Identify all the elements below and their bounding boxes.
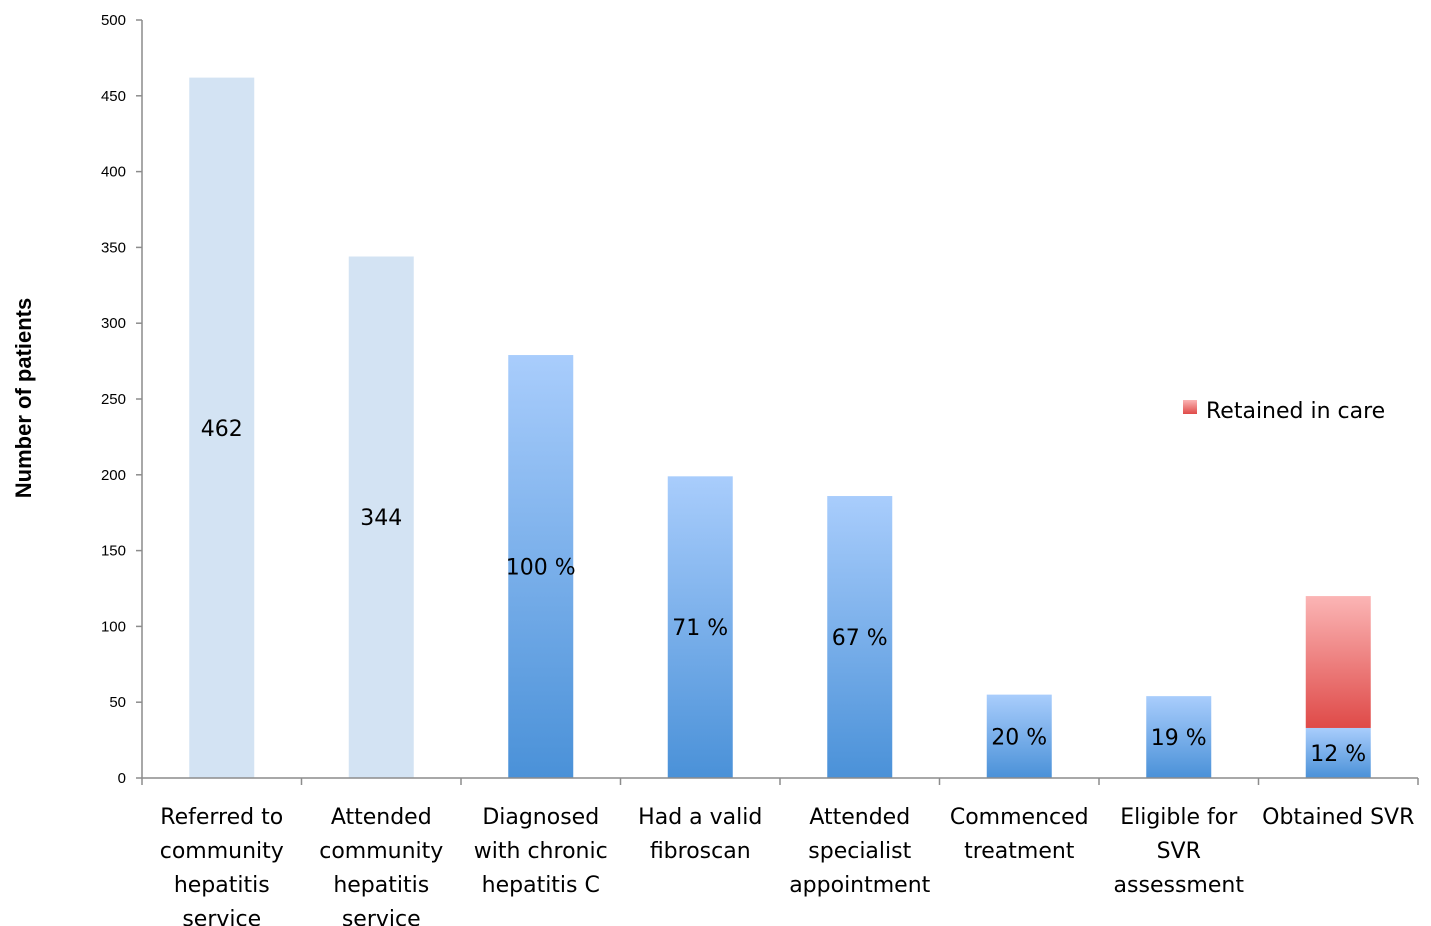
category-labels: Referred to community hepatitis service Atte… bbox=[160, 805, 1415, 926]
bar-value-label: 19 % bbox=[1151, 726, 1207, 751]
bar-value-label: 20 % bbox=[991, 725, 1047, 750]
bars bbox=[189, 77, 1371, 779]
legend: Retained in care bbox=[1183, 399, 1385, 424]
bar-value-label: 12 % bbox=[1310, 742, 1366, 767]
bar bbox=[1146, 696, 1212, 778]
bar-value-label: 67 % bbox=[832, 626, 888, 651]
y-tick-label: 400 bbox=[101, 164, 126, 181]
legend-label: Retained in care bbox=[1206, 399, 1385, 424]
x-tick-label: Referred to community hepatitis service bbox=[160, 805, 284, 926]
y-tick-label: 150 bbox=[101, 543, 126, 560]
x-tick-label: Obtained SVR bbox=[1262, 805, 1414, 830]
bar-retained-in-care bbox=[1305, 596, 1371, 728]
legend-swatch bbox=[1183, 400, 1197, 414]
y-tick-label: 50 bbox=[109, 694, 126, 711]
y-tick-label: 0 bbox=[118, 770, 126, 787]
bar-value-label: 344 bbox=[360, 506, 402, 531]
bar bbox=[189, 77, 255, 778]
x-tick-label: Had a valid fibroscan bbox=[638, 805, 762, 864]
bar bbox=[1305, 727, 1371, 778]
bar-value-label: 100 % bbox=[506, 556, 576, 581]
bar bbox=[986, 694, 1052, 778]
x-tick-label: Eligible for SVR assessment bbox=[1114, 805, 1245, 898]
y-tick-label: 350 bbox=[101, 239, 126, 256]
y-tick-label: 450 bbox=[101, 88, 126, 105]
axes: 0 50 100 150 200 250 300 350 400 450 500 bbox=[101, 12, 1419, 787]
y-tick-label: 500 bbox=[101, 12, 126, 29]
bar-value-label: 71 % bbox=[672, 616, 728, 641]
bar-value-label: 462 bbox=[201, 417, 243, 442]
x-tick-label: Diagnosed with chronic hepatitis C bbox=[474, 805, 608, 898]
y-tick-label: 300 bbox=[101, 315, 126, 332]
y-tick-label: 100 bbox=[101, 618, 126, 635]
x-tick-label: Commenced treatment bbox=[950, 805, 1089, 864]
y-axis-label: Number of patients bbox=[11, 298, 36, 498]
bar bbox=[348, 256, 414, 779]
x-tick-label: Attended specialist appointment bbox=[789, 805, 930, 898]
x-tick-label: Attended community hepatitis service bbox=[319, 805, 443, 926]
bar bbox=[667, 476, 733, 778]
bar bbox=[508, 355, 574, 778]
y-tick-label: 200 bbox=[101, 467, 126, 484]
y-tick-label: 250 bbox=[101, 391, 126, 408]
bar-value-labels: 462 344 100 % 71 % 67 % 20 % 19 % 12 % bbox=[201, 417, 1366, 767]
bar bbox=[827, 496, 893, 778]
